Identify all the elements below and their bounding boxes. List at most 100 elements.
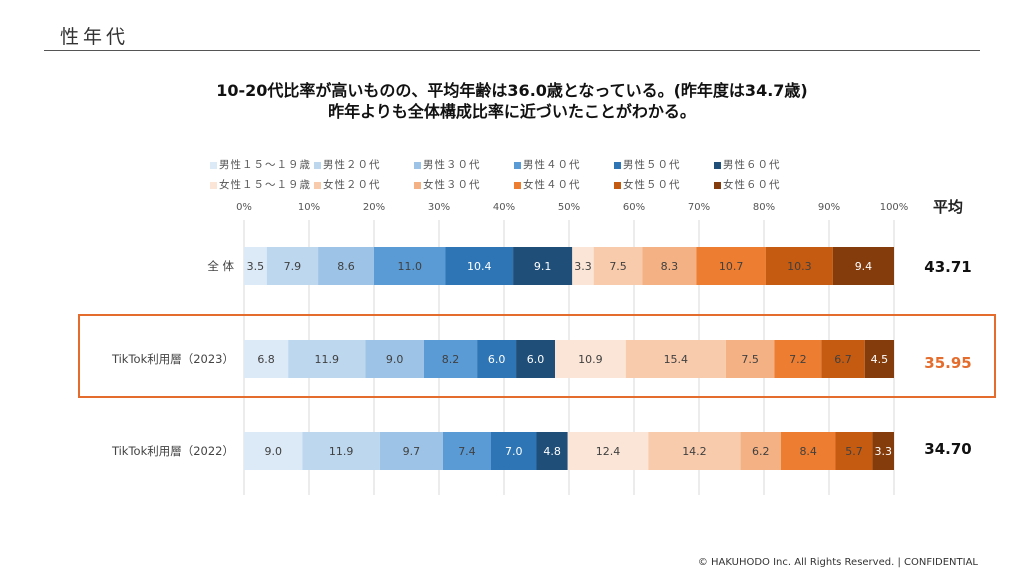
legend-item: 女性１５～１９歳 (210, 175, 311, 195)
bar-segment (266, 247, 319, 285)
data-label: 6.0 (527, 353, 545, 366)
data-label: 6.8 (257, 353, 275, 366)
bar-segment (821, 340, 865, 378)
legend-swatch (514, 161, 521, 169)
legend-item: 女性２０代 (314, 175, 381, 195)
data-label: 10.9 (578, 353, 603, 366)
title-divider (44, 50, 980, 51)
x-tick-label: 80% (753, 202, 775, 213)
data-label: 9.0 (265, 445, 283, 458)
legend-swatch (514, 181, 521, 189)
legend-item: 女性６０代 (714, 175, 781, 195)
x-tick-label: 10% (298, 202, 320, 213)
bar-segment (516, 340, 556, 378)
legend-label: 女性１５～１９歳 (219, 179, 311, 191)
legend-item: 男性４０代 (514, 155, 581, 175)
legend-swatch (210, 181, 217, 189)
data-label: 9.0 (386, 353, 404, 366)
data-label: 8.6 (337, 260, 355, 273)
bar-segment (513, 247, 573, 285)
bar-segment (835, 432, 873, 470)
legend-item: 女性４０代 (514, 175, 581, 195)
bar-segment (555, 340, 626, 378)
data-label: 9.4 (855, 260, 873, 273)
legend-swatch (714, 161, 721, 169)
data-label: 4.8 (543, 445, 561, 458)
legend-item: 男性１５～１９歳 (210, 155, 311, 175)
data-label: 10.4 (467, 260, 492, 273)
legend-swatch (314, 161, 321, 169)
bar-segment (442, 432, 491, 470)
legend-row-female: 女性１５～１９歳 女性２０代 女性３０代 女性４０代 女性５０代 女性６０代 (210, 175, 830, 195)
x-tick-label: 70% (688, 202, 710, 213)
legend-swatch (614, 181, 621, 189)
data-label: 7.4 (458, 445, 476, 458)
data-label: 8.2 (442, 353, 460, 366)
headline-line-1: 10-20代比率が高いものの、平均年齢は36.0歳となっている。(昨年度は34.… (216, 81, 808, 100)
bar-segment (244, 432, 303, 470)
legend-label: 男性４０代 (523, 159, 581, 171)
bar-segment (780, 432, 836, 470)
page-title: 性年代 (60, 26, 130, 48)
bar-segment (872, 432, 894, 470)
data-label: 10.7 (719, 260, 744, 273)
bar-segment (423, 340, 478, 378)
legend-label: 男性６０代 (723, 159, 781, 171)
data-label: 3.3 (574, 260, 592, 273)
category-label: TikTok利用層（2022） (111, 444, 234, 458)
bar-segment (642, 247, 697, 285)
bar-segment (567, 432, 649, 470)
x-tick-label: 90% (818, 202, 840, 213)
bar-segment (244, 247, 267, 285)
legend-item: 女性５０代 (614, 175, 681, 195)
category-label: TikTok利用層（2023） (111, 352, 234, 366)
legend-label: 女性２０代 (323, 179, 381, 191)
bar-segment (365, 340, 424, 378)
data-label: 11.9 (315, 353, 340, 366)
bar-segment (740, 432, 781, 470)
data-label: 10.3 (787, 260, 812, 273)
copyright-footer: © HAKUHODO Inc. All Rights Reserved. | C… (697, 557, 978, 568)
legend-swatch (414, 181, 421, 189)
legend-swatch (614, 161, 621, 169)
bar-segment (774, 340, 822, 378)
data-label: 11.9 (329, 445, 354, 458)
bar-segment (288, 340, 366, 378)
average-value-tiktok-2023: 35.95 (924, 354, 972, 372)
average-header: 平均 (932, 198, 963, 216)
data-label: 5.7 (845, 445, 863, 458)
legend-label: 女性５０代 (623, 179, 681, 191)
x-tick-label: 60% (623, 202, 645, 213)
bar-segment (477, 340, 517, 378)
data-label: 14.2 (682, 445, 707, 458)
data-label: 3.5 (247, 260, 265, 273)
legend-item: 男性３０代 (414, 155, 481, 175)
x-tick-label: 20% (363, 202, 385, 213)
legend-label: 女性３０代 (423, 179, 481, 191)
legend-item: 女性３０代 (414, 175, 481, 195)
legend-label: 女性４０代 (523, 179, 581, 191)
chart-legend: 男性１５～１９歳 男性２０代 男性３０代 男性４０代 男性５０代 男性６０代 女性１５～１… (210, 155, 830, 195)
data-label: 7.0 (505, 445, 523, 458)
legend-label: 男性１５～１９歳 (219, 159, 311, 171)
x-tick-label: 30% (428, 202, 450, 213)
data-label: 8.3 (661, 260, 679, 273)
data-label: 9.7 (403, 445, 421, 458)
legend-row-male: 男性１５～１９歳 男性２０代 男性３０代 男性４０代 男性５０代 男性６０代 (210, 155, 830, 175)
data-label: 7.5 (609, 260, 627, 273)
x-tick-label: 50% (558, 202, 580, 213)
data-label: 3.3 (875, 445, 893, 458)
bar-segment (244, 340, 289, 378)
legend-swatch (314, 181, 321, 189)
legend-item: 男性５０代 (614, 155, 681, 175)
data-label: 6.2 (752, 445, 770, 458)
bar-segment (625, 340, 726, 378)
bar-segment (832, 247, 894, 285)
legend-label: 女性６０代 (723, 179, 781, 191)
category-label: 全 体 (207, 259, 234, 273)
data-label: 12.4 (596, 445, 621, 458)
data-label: 15.4 (664, 353, 689, 366)
bar-segment (765, 247, 833, 285)
bar-segment (379, 432, 443, 470)
bar-segment (374, 247, 446, 285)
